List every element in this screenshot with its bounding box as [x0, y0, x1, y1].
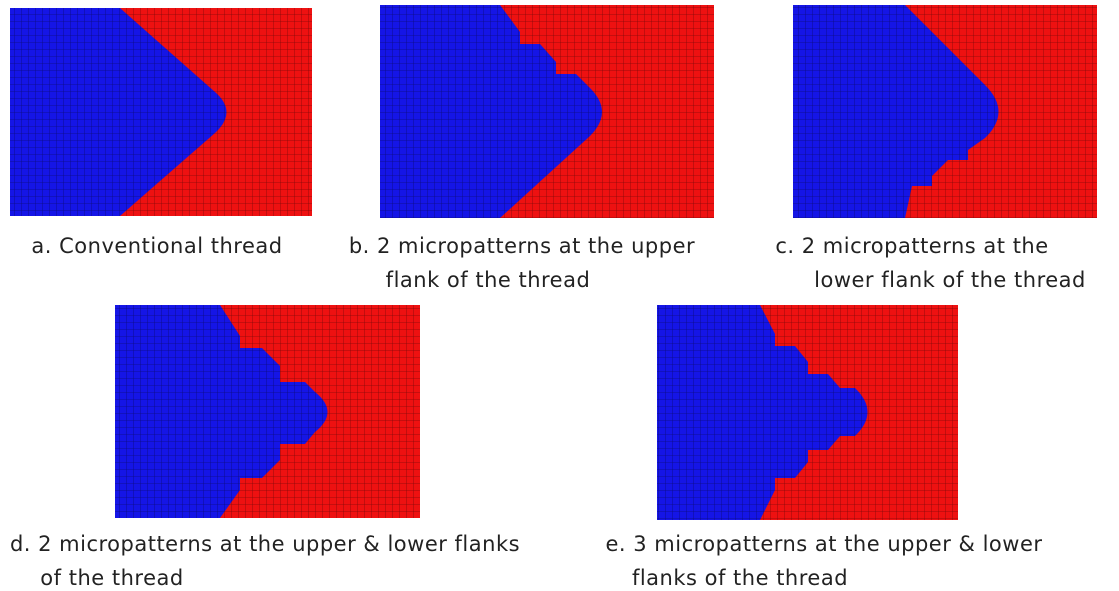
panel-b	[380, 5, 714, 218]
mesh	[10, 8, 312, 216]
panel-e	[657, 305, 958, 520]
figure: a. Conventional thread b. 2 micropattern…	[0, 0, 1119, 591]
caption: flank of the thread	[386, 268, 591, 292]
mesh	[380, 5, 714, 218]
mesh	[657, 305, 958, 520]
page: a. Conventional thread b. 2 micropattern…	[0, 0, 1119, 591]
caption: b. 2 micropatterns at the upper	[349, 234, 695, 258]
caption: of the thread	[40, 566, 183, 590]
panel-d	[115, 305, 420, 518]
caption: d. 2 micropatterns at the upper & lower …	[10, 532, 520, 556]
panel-a	[10, 8, 312, 216]
caption: a. Conventional thread	[31, 234, 282, 258]
mesh	[115, 305, 420, 518]
mesh	[793, 5, 1097, 218]
caption: c. 2 micropatterns at the	[775, 234, 1048, 258]
panel-c	[793, 5, 1097, 218]
caption: e. 3 micropatterns at the upper & lower	[605, 532, 1042, 556]
caption: flanks of the thread	[632, 566, 848, 590]
caption: lower flank of the thread	[814, 268, 1086, 292]
